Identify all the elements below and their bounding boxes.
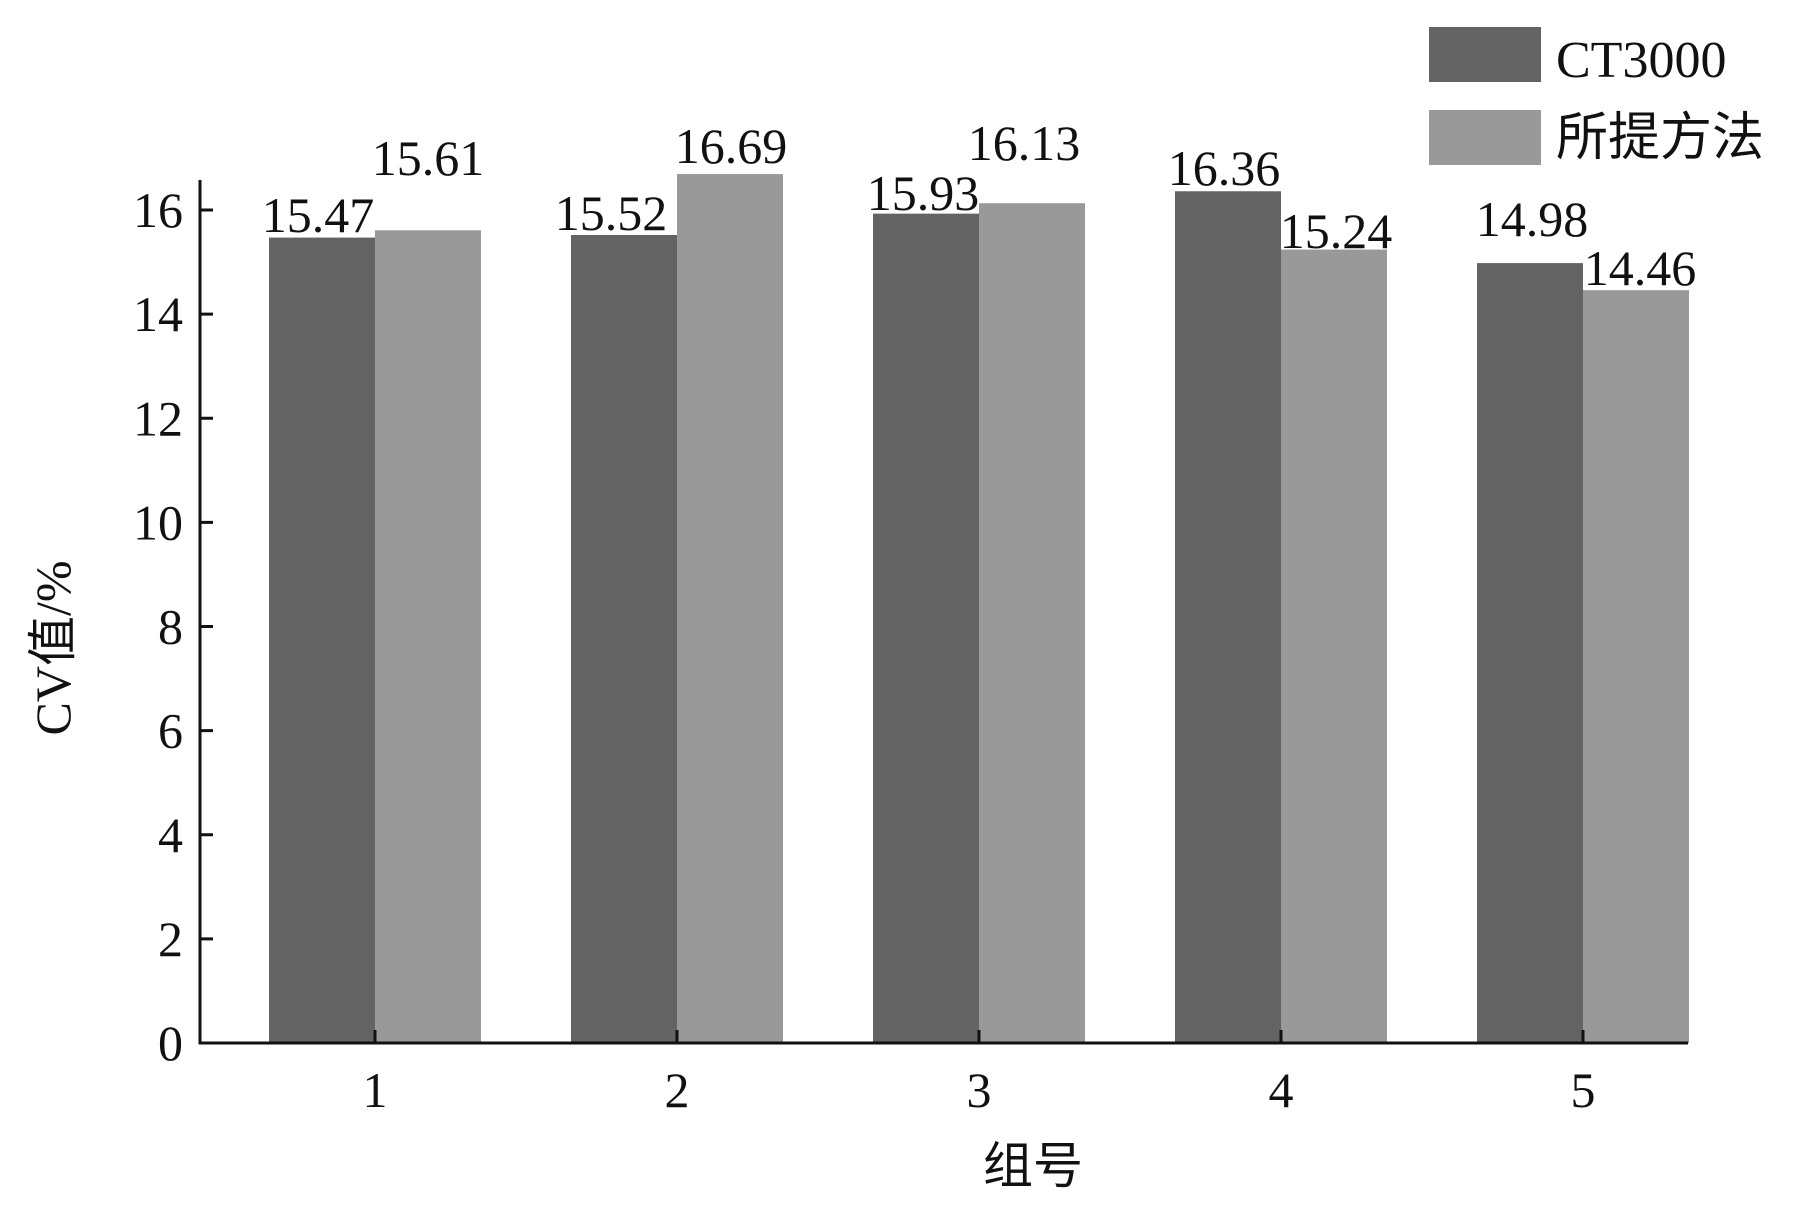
bar-series1-group-3 xyxy=(873,213,979,1043)
data-label-series1-group-3: 15.93 xyxy=(867,165,980,221)
bar-series1-group-2 xyxy=(571,234,677,1044)
legend: CT3000 所提方法 xyxy=(1429,27,1764,167)
x-tick-label-2: 2 xyxy=(665,1062,690,1118)
data-label-series2-group-4: 15.24 xyxy=(1280,203,1393,259)
x-tick-label-5: 5 xyxy=(1571,1062,1596,1118)
y-tick-label-8: 8 xyxy=(158,599,183,655)
x-tick-label-1: 1 xyxy=(363,1062,388,1118)
data-label-series1-group-1: 15.47 xyxy=(262,187,375,243)
bar-series1-group-4 xyxy=(1175,191,1281,1043)
x-tick-label-4: 4 xyxy=(1269,1062,1294,1118)
y-tick-label-14: 14 xyxy=(133,286,183,342)
data-label-series2-group-3: 16.13 xyxy=(968,115,1081,171)
bar-series2-group-4 xyxy=(1281,249,1387,1043)
data-label-series1-group-2: 15.52 xyxy=(555,185,668,241)
y-tick-label-2: 2 xyxy=(158,911,183,967)
bar-series2-group-5 xyxy=(1583,290,1689,1043)
y-tick-label-10: 10 xyxy=(133,494,183,550)
data-label-series2-group-5: 14.46 xyxy=(1584,240,1697,296)
bars-layer xyxy=(269,174,1689,1044)
y-tick-label-0: 0 xyxy=(158,1015,183,1071)
legend-swatch-proposed xyxy=(1429,110,1541,165)
bar-series2-group-2 xyxy=(677,174,783,1043)
bar-series1-group-1 xyxy=(269,237,375,1043)
data-label-series2-group-2: 16.69 xyxy=(675,118,788,174)
data-label-series2-group-1: 15.61 xyxy=(372,130,485,186)
y-tick-label-6: 6 xyxy=(158,703,183,759)
bar-series1-group-5 xyxy=(1477,263,1583,1043)
data-label-series1-group-4: 16.36 xyxy=(1168,140,1281,196)
legend-label-ct3000: CT3000 xyxy=(1556,32,1726,89)
y-tick-label-16: 16 xyxy=(133,182,183,238)
data-label-series1-group-5: 14.98 xyxy=(1476,191,1589,247)
y-tick-label-12: 12 xyxy=(133,390,183,446)
y-tick-label-4: 4 xyxy=(158,807,183,863)
legend-swatch-ct3000 xyxy=(1429,27,1541,82)
x-tick-label-3: 3 xyxy=(967,1062,992,1118)
bar-series2-group-1 xyxy=(375,230,481,1043)
y-axis-title: CV值/% xyxy=(25,561,81,736)
bar-series2-group-3 xyxy=(979,203,1085,1043)
x-axis-title: 组号 xyxy=(983,1138,1083,1194)
legend-label-proposed: 所提方法 xyxy=(1556,110,1764,167)
